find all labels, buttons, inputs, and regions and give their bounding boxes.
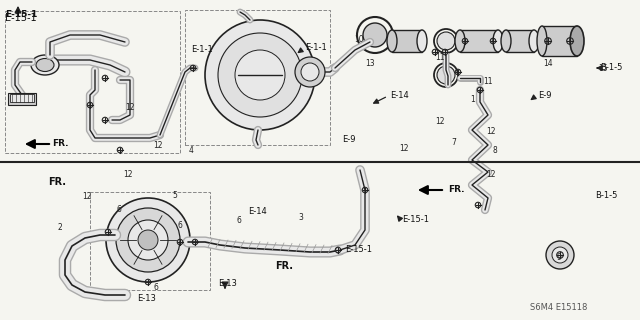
Text: 12: 12 (154, 141, 163, 150)
Text: 3: 3 (299, 213, 304, 222)
Text: 2: 2 (58, 223, 62, 232)
Text: E-13: E-13 (218, 278, 237, 287)
Text: E-15-1: E-15-1 (402, 215, 429, 225)
Bar (90, 192, 210, 290)
Circle shape (437, 32, 455, 50)
Circle shape (295, 57, 325, 87)
Circle shape (301, 63, 319, 81)
Circle shape (546, 241, 574, 269)
Ellipse shape (387, 30, 397, 52)
Circle shape (128, 220, 168, 260)
Text: 6: 6 (116, 205, 122, 214)
Ellipse shape (529, 30, 539, 52)
Ellipse shape (455, 30, 465, 52)
Text: B-1-5: B-1-5 (600, 63, 622, 73)
Circle shape (205, 20, 315, 130)
Ellipse shape (417, 30, 427, 52)
Text: 12: 12 (399, 144, 409, 153)
Ellipse shape (36, 59, 54, 71)
Text: FR.: FR. (275, 260, 293, 271)
Bar (392, 30, 422, 52)
Text: 1: 1 (470, 95, 475, 104)
Text: E-15-1: E-15-1 (5, 10, 38, 19)
Text: 13: 13 (365, 60, 374, 68)
Ellipse shape (493, 30, 503, 52)
Text: 6: 6 (154, 284, 159, 292)
Circle shape (235, 50, 285, 100)
Text: 12: 12 (486, 127, 496, 136)
Ellipse shape (570, 26, 584, 56)
Text: E-15-1: E-15-1 (5, 13, 36, 23)
Circle shape (363, 23, 387, 47)
Text: 12: 12 (124, 170, 133, 179)
Text: 5: 5 (173, 191, 178, 200)
Ellipse shape (31, 55, 59, 75)
Text: S6M4 E15118: S6M4 E15118 (530, 303, 588, 313)
Ellipse shape (537, 26, 547, 56)
Text: E-15-1: E-15-1 (346, 245, 372, 254)
Text: 12: 12 (486, 170, 496, 179)
Text: 14: 14 (543, 60, 552, 68)
Text: 12: 12 (125, 103, 134, 112)
Text: 15: 15 (598, 64, 608, 73)
Bar (506, 30, 534, 52)
Text: 10: 10 (354, 36, 364, 44)
Bar (185, 10, 330, 145)
Text: E-14: E-14 (390, 91, 409, 100)
Text: 7: 7 (451, 138, 456, 147)
Circle shape (138, 230, 158, 250)
Bar (460, 30, 498, 52)
Text: 11: 11 (435, 53, 445, 62)
Circle shape (437, 66, 455, 84)
Circle shape (116, 208, 180, 272)
Circle shape (218, 33, 302, 117)
Ellipse shape (501, 30, 511, 52)
Text: 8: 8 (493, 146, 497, 155)
Text: E-9: E-9 (342, 135, 356, 144)
Text: 6: 6 (237, 216, 242, 225)
Circle shape (106, 198, 190, 282)
Text: 6: 6 (178, 221, 183, 230)
Text: E-1-1: E-1-1 (191, 45, 212, 54)
Bar (542, 26, 577, 56)
Text: 9: 9 (557, 253, 562, 262)
Text: E-14: E-14 (248, 207, 267, 216)
Text: E-13: E-13 (138, 294, 156, 303)
Bar (5, 11, 180, 153)
Circle shape (552, 247, 568, 263)
Text: FR.: FR. (48, 177, 66, 188)
Text: E-9: E-9 (538, 91, 552, 100)
Text: 11: 11 (483, 77, 493, 86)
Text: 4: 4 (189, 146, 194, 155)
Text: FR.: FR. (448, 186, 465, 195)
Text: FR.: FR. (52, 140, 68, 148)
Bar (8, 93, 36, 105)
Text: 12: 12 (82, 192, 92, 201)
Bar (10, 94, 34, 102)
Text: 12: 12 (435, 117, 445, 126)
Text: B-1-5: B-1-5 (595, 191, 618, 200)
Text: E-1-1: E-1-1 (305, 44, 327, 52)
